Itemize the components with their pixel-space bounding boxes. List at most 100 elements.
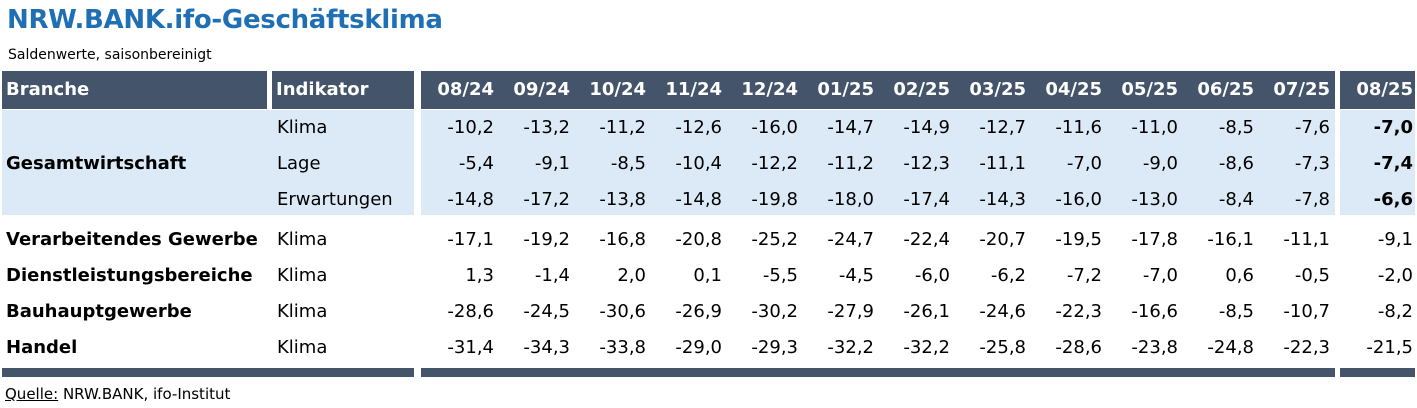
value-cell: -25,2: [751, 229, 798, 250]
value-cell: -19,2: [523, 229, 570, 250]
table-footer-bar-current: [1340, 368, 1415, 377]
value-cell: -9,0: [1142, 153, 1178, 174]
value-cell: -22,4: [903, 229, 950, 250]
indikator-cell: Erwartungen: [277, 189, 393, 210]
value-cell: 2,0: [617, 265, 646, 286]
value-cell: -17,8: [1131, 229, 1178, 250]
value-cell: -17,1: [447, 229, 494, 250]
value-cell: -14,8: [447, 189, 494, 210]
header-indikator: Indikator: [272, 71, 414, 109]
value-cell: -28,6: [447, 301, 494, 322]
value-cell: -14,3: [979, 189, 1026, 210]
highlight-band-months: [421, 110, 1335, 215]
value-cell: -24,5: [523, 301, 570, 322]
header-month-label: 02/25: [893, 79, 950, 100]
current-value-cell: -21,5: [1366, 337, 1413, 358]
header-month-label: 10/24: [589, 79, 646, 100]
indikator-cell: Klima: [277, 265, 328, 286]
value-cell: -16,8: [599, 229, 646, 250]
indikator-cell: Klima: [277, 117, 328, 138]
value-cell: -22,3: [1055, 301, 1102, 322]
value-cell: -30,2: [751, 301, 798, 322]
value-cell: -12,2: [751, 153, 798, 174]
value-cell: -6,0: [914, 265, 950, 286]
value-cell: -32,2: [827, 337, 874, 358]
branche-cell: Verarbeitendes Gewerbe: [6, 229, 258, 250]
indikator-cell: Lage: [277, 153, 321, 174]
value-cell: -7,6: [1294, 117, 1330, 138]
value-cell: -22,3: [1283, 337, 1330, 358]
table-footer-bar-left: [2, 368, 414, 377]
value-cell: -7,2: [1066, 265, 1102, 286]
value-cell: -32,2: [903, 337, 950, 358]
value-cell: -8,5: [610, 153, 646, 174]
value-cell: -12,6: [675, 117, 722, 138]
value-cell: -24,8: [1207, 337, 1254, 358]
value-cell: -26,1: [903, 301, 950, 322]
source-note: Quelle: NRW.BANK, ifo-Institut: [5, 385, 230, 403]
header-indikator-label: Indikator: [276, 79, 369, 100]
value-cell: -26,9: [675, 301, 722, 322]
current-value-cell: -8,2: [1377, 301, 1413, 322]
value-cell: -33,8: [599, 337, 646, 358]
value-cell: -6,2: [990, 265, 1026, 286]
value-cell: -7,0: [1066, 153, 1102, 174]
value-cell: -19,8: [751, 189, 798, 210]
value-cell: -14,9: [903, 117, 950, 138]
indikator-cell: Klima: [277, 337, 328, 358]
value-cell: -34,3: [523, 337, 570, 358]
value-cell: -8,6: [1218, 153, 1254, 174]
value-cell: -12,3: [903, 153, 950, 174]
value-cell: -10,7: [1283, 301, 1330, 322]
branche-cell: Bauhauptgewerbe: [6, 301, 192, 322]
value-cell: -7,0: [1142, 265, 1178, 286]
value-cell: -27,9: [827, 301, 874, 322]
value-cell: -8,4: [1218, 189, 1254, 210]
page-subtitle: Saldenwerte, saisonbereinigt: [8, 47, 212, 63]
value-cell: -5,4: [458, 153, 494, 174]
value-cell: -10,4: [675, 153, 722, 174]
page-title: NRW.BANK.ifo-Geschäftsklima: [7, 5, 443, 35]
value-cell: -16,1: [1207, 229, 1254, 250]
value-cell: -11,1: [979, 153, 1026, 174]
value-cell: -29,0: [675, 337, 722, 358]
header-month-label: 04/25: [1045, 79, 1102, 100]
value-cell: -16,6: [1131, 301, 1178, 322]
value-cell: -30,6: [599, 301, 646, 322]
header-month-label: 09/24: [513, 79, 570, 100]
value-cell: -16,0: [751, 117, 798, 138]
header-current-month: 08/25: [1340, 71, 1415, 109]
value-cell: -9,1: [534, 153, 570, 174]
branche-cell: Handel: [6, 337, 78, 358]
header-current-month-label: 08/25: [1356, 79, 1413, 100]
highlight-band-branche: [2, 110, 414, 215]
value-cell: -7,8: [1294, 189, 1330, 210]
value-cell: -18,0: [827, 189, 874, 210]
header-month-label: 12/24: [741, 79, 798, 100]
value-cell: -17,4: [903, 189, 950, 210]
value-cell: -12,7: [979, 117, 1026, 138]
header-month-label: 06/25: [1197, 79, 1254, 100]
value-cell: -11,1: [1283, 229, 1330, 250]
current-value-cell: -7,4: [1373, 153, 1413, 174]
current-value-cell: -9,1: [1377, 229, 1413, 250]
value-cell: -14,7: [827, 117, 874, 138]
indikator-cell: Klima: [277, 301, 328, 322]
header-month-label: 11/24: [665, 79, 722, 100]
source-text: NRW.BANK, ifo-Institut: [58, 385, 231, 403]
value-cell: -11,2: [599, 117, 646, 138]
header-month-label: 07/25: [1273, 79, 1330, 100]
value-cell: -8,5: [1218, 301, 1254, 322]
table-footer-bar-months: [421, 368, 1335, 377]
value-cell: -1,4: [534, 265, 570, 286]
value-cell: -11,2: [827, 153, 874, 174]
current-value-cell: -7,0: [1373, 117, 1413, 138]
branche-cell: Gesamtwirtschaft: [6, 153, 187, 174]
value-cell: -4,5: [838, 265, 874, 286]
value-cell: -19,5: [1055, 229, 1102, 250]
header-month-label: 01/25: [817, 79, 874, 100]
value-cell: -13,0: [1131, 189, 1178, 210]
value-cell: -7,3: [1294, 153, 1330, 174]
value-cell: -13,2: [523, 117, 570, 138]
branche-cell: Dienstleistungsbereiche: [6, 265, 253, 286]
